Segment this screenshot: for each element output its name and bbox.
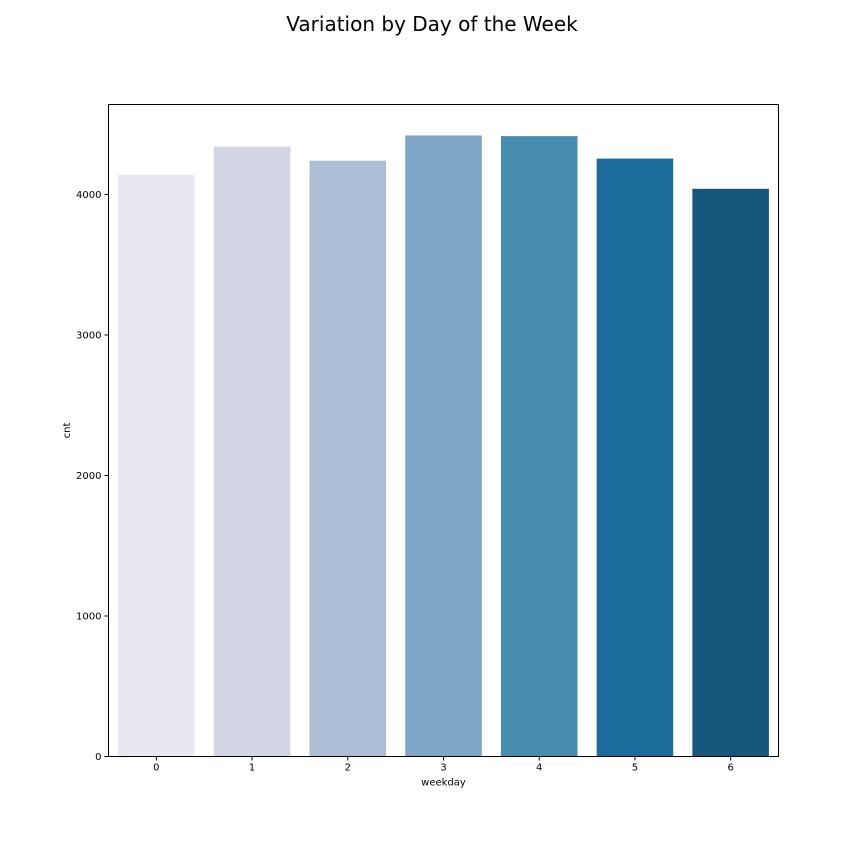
bar-weekday-3 (405, 135, 482, 757)
x-axis-label: weekday (421, 778, 466, 789)
bar-weekday-5 (596, 158, 674, 757)
bars-group (118, 135, 769, 757)
y-tick-label: 2000 (76, 471, 101, 482)
bar-weekday-6 (692, 188, 769, 757)
bar-weekday-2 (309, 160, 387, 757)
y-tick-label: 0 (95, 752, 101, 763)
y-axis-ticks: 0 1000 2000 3000 4000 (76, 190, 109, 763)
y-tick-label: 1000 (76, 611, 101, 622)
x-tick-label: 3 (440, 763, 446, 774)
x-tick-label: 5 (632, 763, 638, 774)
x-tick-label: 2 (345, 763, 351, 774)
x-tick-label: 0 (153, 763, 159, 774)
x-tick-label: 4 (536, 763, 542, 774)
x-tick-label: 1 (249, 763, 255, 774)
chart-title: Variation by Day of the Week (286, 12, 578, 36)
bar-weekday-1 (213, 146, 291, 757)
bar-weekday-0 (118, 174, 195, 757)
y-tick-label: 3000 (76, 330, 101, 341)
x-axis-ticks: 0 1 2 3 4 5 6 (153, 756, 734, 774)
x-tick-label: 6 (727, 763, 733, 774)
bar-weekday-4 (500, 136, 578, 757)
y-axis-label: cnt (62, 423, 73, 439)
y-tick-label: 4000 (76, 190, 101, 201)
